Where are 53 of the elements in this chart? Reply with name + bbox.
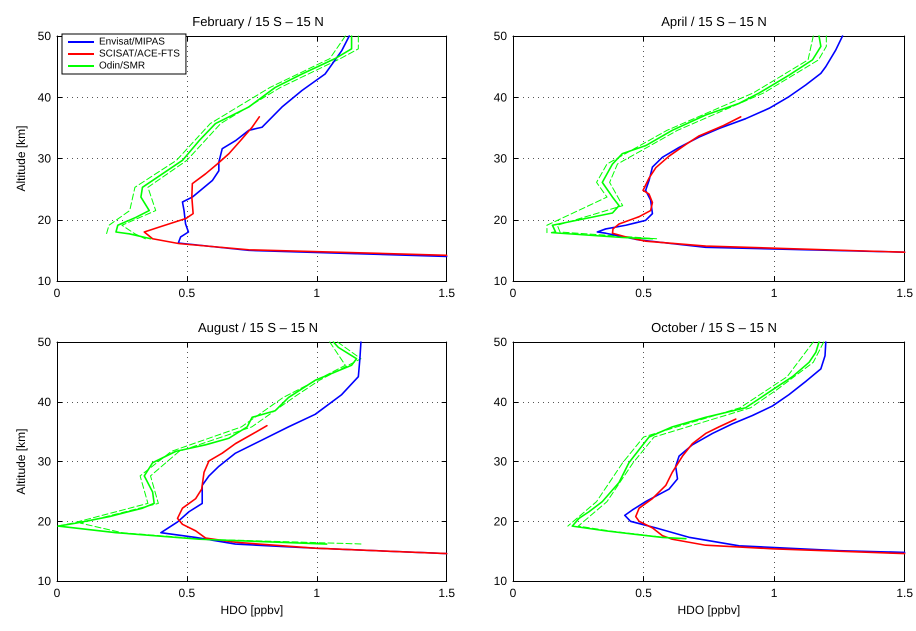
y-tick-label: 40 — [494, 90, 508, 104]
x-tick-label: 0.5 — [178, 586, 196, 600]
legend-label: SCISAT/ACE-FTS — [99, 48, 180, 60]
chart-title: April / 15 S – 15 N — [661, 14, 767, 29]
x-tick-label: 1.5 — [438, 586, 456, 600]
line-series — [178, 35, 448, 258]
y-tick-label: 30 — [494, 152, 508, 166]
x-tick-label: 0 — [510, 586, 517, 600]
y-tick-label: 40 — [494, 394, 508, 409]
x-axis-title: HDO [ppbv] — [677, 603, 740, 617]
x-tick-label: 0.5 — [635, 286, 652, 300]
y-tick-label: 40 — [38, 394, 52, 409]
x-axis-title: HDO [ppbv] — [220, 603, 284, 617]
line-series — [634, 418, 906, 554]
chart-title: October / 15 S – 15 N — [651, 320, 777, 335]
y-tick-label: 50 — [38, 29, 52, 43]
x-tick-label: 0 — [54, 286, 61, 300]
x-tick-label: 1 — [770, 286, 778, 300]
x-tick-label: 1 — [770, 586, 778, 600]
x-tick-label: 1.5 — [896, 586, 914, 600]
x-tick-label: 0.5 — [635, 586, 652, 600]
y-tick-label: 40 — [38, 90, 52, 104]
x-tick-label: 0 — [54, 586, 61, 600]
x-tick-label: 0.5 — [178, 286, 196, 300]
y-axis-title: Altitude [km] — [14, 428, 28, 495]
y-tick-label: 30 — [38, 152, 52, 166]
chart-title: August / 15 S – 15 N — [198, 320, 318, 335]
x-tick-label: 1.5 — [896, 286, 914, 300]
line-series — [612, 116, 906, 254]
y-tick-label: 20 — [494, 212, 508, 227]
y-tick-label: 20 — [38, 212, 52, 227]
y-tick-label: 30 — [494, 454, 508, 469]
line-series — [143, 116, 448, 256]
y-tick-label: 10 — [494, 274, 508, 288]
y-tick-label: 10 — [38, 274, 52, 288]
y-tick-label: 50 — [494, 29, 508, 43]
x-tick-label: 1 — [313, 586, 320, 600]
x-tick-label: 1 — [313, 286, 320, 300]
line-series — [624, 341, 906, 554]
chart-title: February / 15 S – 15 N — [192, 14, 324, 29]
line-series — [176, 424, 448, 554]
y-tick-label: 20 — [494, 514, 508, 528]
y-tick-label: 50 — [494, 335, 508, 349]
y-tick-label: 20 — [38, 514, 52, 528]
y-tick-label: 50 — [38, 335, 52, 349]
x-tick-label: 0 — [510, 286, 517, 300]
legend-label: Odin/SMR — [99, 60, 146, 72]
y-tick-label: 30 — [38, 454, 52, 469]
y-tick-label: 10 — [38, 574, 52, 588]
y-tick-label: 10 — [494, 574, 508, 588]
legend-label: Envisat/MIPAS — [99, 36, 166, 48]
y-axis-title: Altitude [km] — [14, 125, 28, 192]
x-tick-label: 1.5 — [438, 286, 456, 300]
